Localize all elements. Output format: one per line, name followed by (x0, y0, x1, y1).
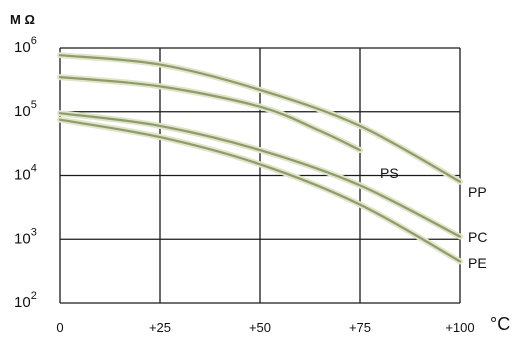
curves (57, 52, 463, 265)
series-label-pc: PC (468, 229, 487, 245)
x-tick-label-4: +100 (445, 320, 474, 335)
series-label-pp: PP (468, 184, 487, 200)
series-line-pc (58, 112, 462, 238)
series-line-pp (58, 54, 462, 183)
x-tick-label-0: 0 (56, 320, 63, 335)
y-tick-label-2: 104 (14, 163, 37, 184)
grid (59, 47, 461, 304)
x-axis-label: °C (490, 314, 510, 334)
y-tick-label-1: 103 (14, 226, 37, 247)
tick-labels: 0 +25 +50 +75 +100 102 103 104 105 106 (14, 35, 475, 335)
x-tick-label-3: +75 (349, 320, 371, 335)
series-label-ps: PS (380, 165, 399, 181)
x-tick-label-1: +25 (149, 320, 171, 335)
y-tick-label-4: 106 (14, 35, 37, 56)
y-axis-label: M Ω (10, 12, 35, 27)
y-tick-label-3: 105 (14, 99, 37, 120)
series-line-ps (58, 76, 362, 152)
series-label-pe: PE (468, 255, 487, 271)
x-tick-label-2: +50 (249, 320, 271, 335)
series-line-pe (58, 118, 462, 263)
y-tick-label-0: 102 (14, 290, 37, 311)
